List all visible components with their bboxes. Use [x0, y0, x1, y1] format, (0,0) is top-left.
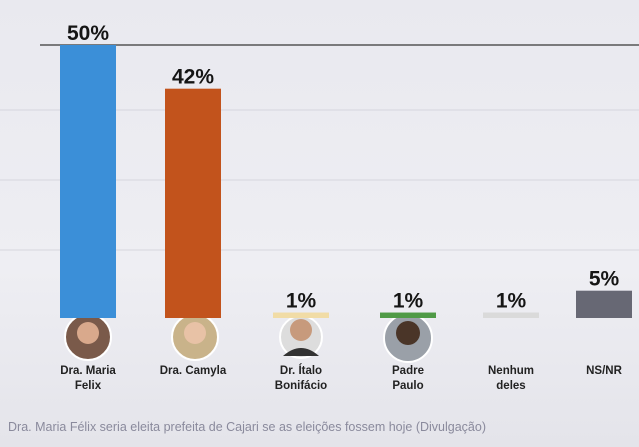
- category-label: Padre Paulo: [392, 365, 424, 392]
- value-label: 42%: [172, 66, 214, 89]
- caption: Dra. Maria Félix seria eleita prefeita d…: [8, 420, 486, 434]
- bar: [273, 312, 329, 318]
- value-label: 50%: [67, 22, 109, 45]
- value-label: 1%: [393, 290, 424, 313]
- bar: [380, 312, 436, 318]
- category-label: NS/NR: [586, 365, 622, 377]
- bar: [165, 88, 221, 319]
- bar: [60, 45, 116, 318]
- category-label: Nenhum deles: [488, 365, 534, 392]
- photos: [64, 313, 433, 363]
- value-label: 1%: [286, 290, 317, 313]
- value-label: 1%: [496, 290, 527, 313]
- bar: [483, 312, 539, 318]
- bar: [576, 290, 632, 318]
- category-label: Dra. Camyla: [159, 365, 227, 377]
- value-label: 5%: [589, 268, 620, 291]
- category-label: Dr. Ítalo Bonifácio: [274, 365, 328, 392]
- category-label: Dra. Maria Felix: [60, 365, 116, 392]
